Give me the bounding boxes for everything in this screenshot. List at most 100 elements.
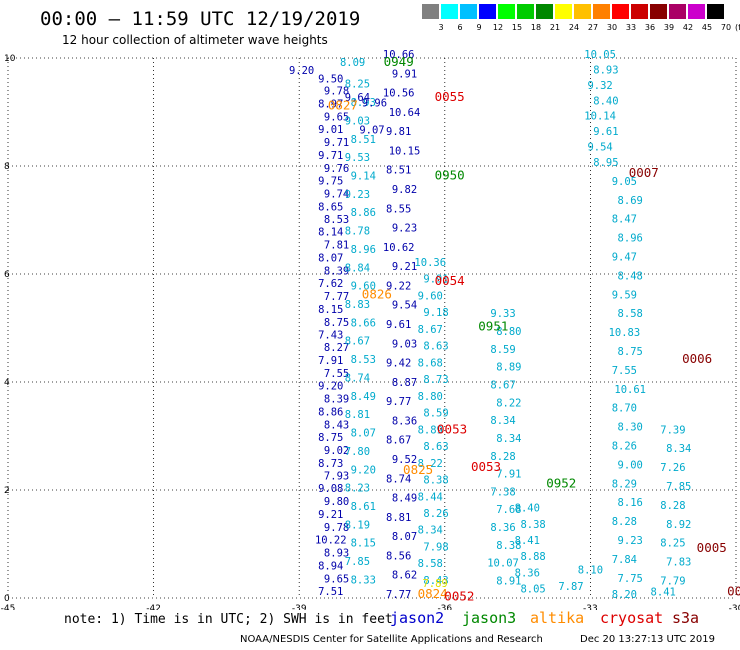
wave-height-value: 10.61 <box>614 384 646 396</box>
wave-height-value: 8.59 <box>490 344 515 356</box>
wave-height-value: 10.64 <box>389 107 421 119</box>
color-swatch <box>517 4 534 19</box>
pass-time-label: 0824 <box>418 586 448 601</box>
wave-height-value: 8.07 <box>392 531 417 543</box>
color-scale-label: 18 <box>530 23 542 32</box>
footnote: note: 1) Time is in UTC; 2) SWH is in fe… <box>64 612 393 627</box>
wave-height-value: 10.62 <box>383 242 415 254</box>
wave-height-value: 8.10 <box>578 565 603 577</box>
wave-height-value: 9.91 <box>423 274 448 286</box>
wave-height-value: 8.86 <box>318 406 343 418</box>
wave-height-value: 8.74 <box>386 473 411 485</box>
wave-height-value: 10.36 <box>414 257 446 269</box>
wave-height-value: 8.36 <box>490 522 515 534</box>
wave-height-value: 9.14 <box>351 171 376 183</box>
wave-height-value: 7.68 <box>496 504 521 516</box>
credit-line: NOAA/NESDIS Center for Satellite Applica… <box>240 634 543 645</box>
wave-height-value: 8.62 <box>392 570 417 582</box>
page-title: 00:00 – 11:59 UTC 12/19/2019 <box>40 8 361 30</box>
wave-height-value: 8.81 <box>386 512 411 524</box>
wave-height-value: 9.42 <box>386 357 411 369</box>
wave-height-value: 8.83 <box>345 299 370 311</box>
wave-height-value: 9.02 <box>324 445 349 457</box>
wave-height-value: 8.81 <box>345 409 370 421</box>
wave-height-value: 8.53 <box>324 214 349 226</box>
wave-height-value: 8.23 <box>345 483 370 495</box>
legend-jason2: jason2 <box>390 609 445 627</box>
y-tick-label: 8 <box>4 162 10 172</box>
pass-time-label: 0949 <box>384 54 414 69</box>
wave-height-value: 8.74 <box>345 372 370 384</box>
color-scale-label: 21 <box>549 23 561 32</box>
y-tick-label: 6 <box>4 270 10 280</box>
wave-height-value: 9.20 <box>289 65 314 77</box>
color-scale-label: 9 <box>476 23 482 32</box>
pass-time-label: 0951 <box>478 319 508 334</box>
wave-height-value: 8.34 <box>666 443 691 455</box>
page-subtitle: 12 hour collection of altimeter wave hei… <box>62 33 328 47</box>
wave-height-value: 8.80 <box>418 391 443 403</box>
color-swatch <box>422 4 439 19</box>
wave-height-value: 8.63 <box>423 341 448 353</box>
wave-height-value: 10.14 <box>584 111 616 123</box>
wave-height-value: 9.52 <box>392 454 417 466</box>
wave-height-value: 8.86 <box>351 207 376 219</box>
x-tick-label: -30 <box>729 604 740 610</box>
wave-height-value: 8.38 <box>496 540 521 552</box>
wave-height-value: 7.26 <box>660 462 685 474</box>
wave-height-value: 9.03 <box>392 338 417 350</box>
x-tick-label: -45 <box>1 604 16 610</box>
wave-height-value: 8.30 <box>618 422 643 434</box>
wave-height-value: 10.66 <box>383 49 415 61</box>
wave-height-value: 9.64 <box>345 92 370 104</box>
wave-height-value: 8.88 <box>520 551 545 563</box>
wave-height-value: 8.41 <box>515 535 540 547</box>
wave-height-value: 8.63 <box>423 441 448 453</box>
wave-height-value: 8.15 <box>318 304 343 316</box>
wave-height-value: 8.78 <box>345 226 370 238</box>
wave-height-value: 7.80 <box>345 446 370 458</box>
y-tick-label: 4 <box>4 378 10 388</box>
wave-height-value: 8.48 <box>618 270 643 282</box>
wave-height-value: 8.84 <box>345 262 370 274</box>
wave-height-value: 8.97 <box>318 99 343 111</box>
legend-s3a: s3a <box>672 609 700 627</box>
color-scale-label: 30 <box>606 23 618 32</box>
wave-height-value: 9.03 <box>345 115 370 127</box>
wave-height-value: 8.43 <box>324 419 349 431</box>
wave-height-value: 8.20 <box>612 589 637 601</box>
color-scale-label: 3 <box>438 23 444 32</box>
wave-height-value: 7.75 <box>618 573 643 585</box>
wave-height-value: 9.05 <box>612 176 637 188</box>
wave-height-value: 8.44 <box>418 491 443 503</box>
wave-height-value: 8.19 <box>345 519 370 531</box>
wave-height-value: 9.78 <box>324 522 349 534</box>
legend-altika: altika <box>530 609 585 627</box>
color-swatch <box>669 4 686 19</box>
wave-height-value: 7.55 <box>612 365 637 377</box>
wave-height-value: 9.60 <box>351 281 376 293</box>
wave-height-value: 8.49 <box>392 492 417 504</box>
altimeter-plot: -45-42-39-36-33-3002468109.509.788.979.6… <box>1 49 740 610</box>
x-tick-label: -33 <box>583 604 598 610</box>
wave-height-value: 9.81 <box>386 126 411 138</box>
wave-height-value: 7.79 <box>660 576 685 588</box>
color-scale-label: 39 <box>663 23 675 32</box>
wave-height-value: 9.21 <box>318 509 343 521</box>
wave-height-value: 9.20 <box>318 381 343 393</box>
color-scale-label: 27 <box>587 23 599 32</box>
wave-height-value: 9.08 <box>318 483 343 495</box>
wave-height-value: 7.81 <box>324 240 349 252</box>
color-scale-label: 33 <box>625 23 637 32</box>
wave-height-value: 8.27 <box>324 342 349 354</box>
wave-height-value: 7.62 <box>318 278 343 290</box>
wave-height-value: 9.54 <box>392 300 417 312</box>
wave-height-value: 8.39 <box>324 266 349 278</box>
wave-height-value: 9.22 <box>386 281 411 293</box>
wave-height-value: 8.26 <box>612 441 637 453</box>
wave-height-value: 8.70 <box>612 403 637 415</box>
wave-height-value: 9.07 <box>359 125 384 137</box>
color-scale-label: 70 <box>720 23 732 32</box>
wave-height-value: 8.51 <box>386 165 411 177</box>
x-tick-label: -36 <box>437 604 452 610</box>
